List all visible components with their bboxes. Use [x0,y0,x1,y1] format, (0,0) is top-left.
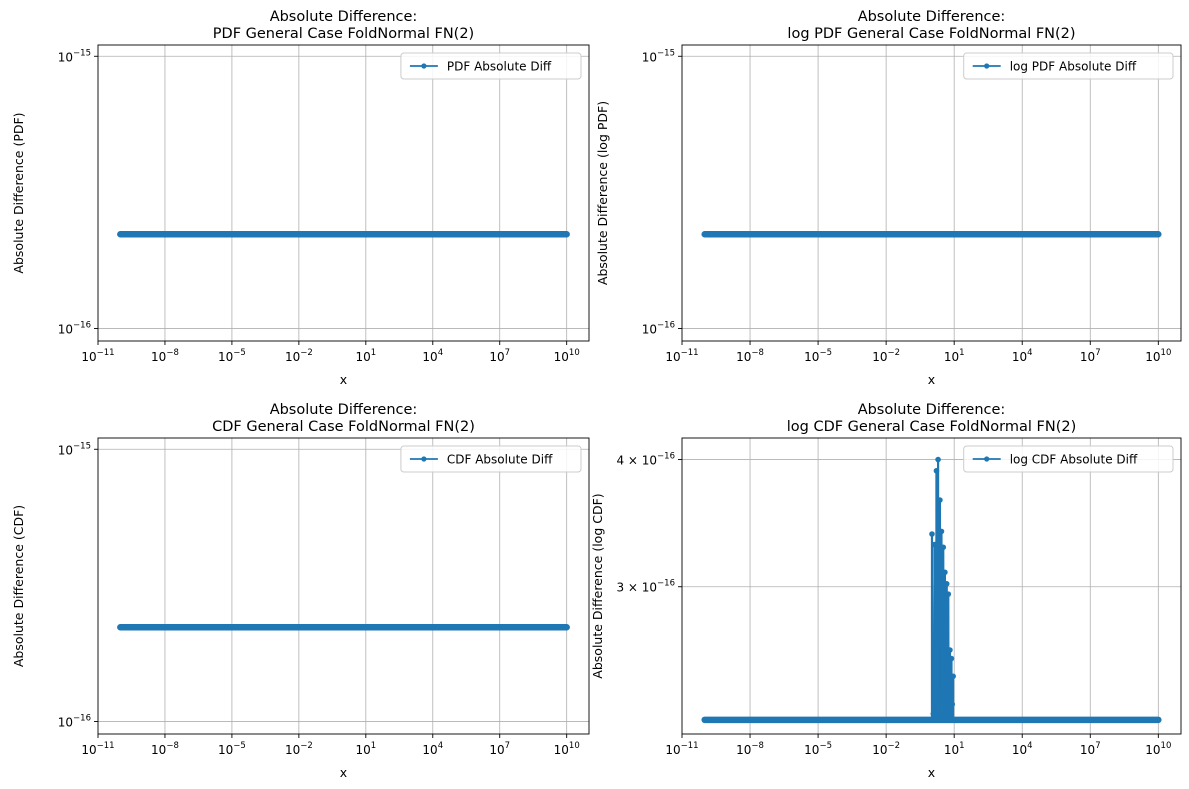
x-tick-label: 101 [944,348,965,364]
x-tick-label: 104 [422,741,443,757]
plot-frame [97,437,590,735]
x-tick-label: 10−11 [665,348,698,364]
chart-title-line2: log CDF General Case FoldNormal FN(2) [787,419,1077,435]
legend-label: log PDF Absolute Diff [1010,60,1137,74]
x-tick-label: 101 [355,348,376,364]
y-axis-label: Absolute Difference (log CDF) [590,493,605,678]
chart-panel-3: 10−11 10−8 10−5 10−2 101 104 107 1010 10−15 10−16… [11,402,590,780]
x-tick-label: 10−2 [872,741,900,757]
y-tick-label: 10−16 [642,321,675,337]
legend-marker-swatch [984,63,990,69]
x-axis-label: x [340,372,347,387]
plot-frame [681,437,1182,735]
y-axis-label: Absolute Difference (CDF) [11,505,26,667]
y-tick-label: 4 × 10−16 [616,452,675,468]
legend: CDF Absolute Diff [400,445,582,473]
x-tick-label: 10−8 [151,741,179,757]
legend-label: CDF Absolute Diff [447,453,553,467]
x-tick-label: 101 [944,741,965,757]
chart-panel-4: 10−11 10−8 10−5 10−2 101 104 107 1010 4 × 10−16 3… [590,402,1182,780]
x-tick-label: 104 [1012,348,1033,364]
chart-title-line1: Absolute Difference: [270,9,418,25]
x-axis-label: x [928,372,935,387]
spike-connector [951,676,954,705]
legend: PDF Absolute Diff [400,52,582,80]
x-tick-label: 104 [422,348,443,364]
chart-title-line2: PDF General Case FoldNormal FN(2) [213,26,474,42]
x-tick-label: 10−8 [736,741,764,757]
legend-box [963,52,1174,80]
legend-box [400,52,582,80]
x-tick-label: 10−2 [285,741,313,757]
y-axis-label: Absolute Difference (log PDF) [595,101,610,285]
x-tick-label: 1010 [554,348,580,364]
x-tick-label: 10−5 [218,348,246,364]
x-tick-label: 10−8 [736,348,764,364]
x-tick-label: 10−11 [665,741,698,757]
y-tick-label: 10−16 [58,321,91,337]
legend-box [963,445,1174,473]
x-axis-label: x [928,765,935,780]
x-tick-label: 107 [489,348,510,364]
y-tick-label: 10−16 [58,714,91,730]
y-tick-label: 10−15 [58,48,91,64]
legend: log PDF Absolute Diff [963,52,1174,80]
x-tick-label: 107 [1080,348,1101,364]
x-tick-label: 1010 [1145,741,1171,757]
legend-marker-swatch [421,63,427,69]
x-tick-label: 10−5 [804,741,832,757]
x-tick-label: 10−5 [218,741,246,757]
x-tick-label: 101 [355,741,376,757]
x-tick-label: 1010 [554,741,580,757]
x-tick-label: 10−5 [804,348,832,364]
legend-box [400,445,582,473]
x-tick-label: 10−11 [81,348,114,364]
x-tick-label: 107 [489,741,510,757]
legend-marker-swatch [984,456,990,462]
legend-label: PDF Absolute Diff [447,60,552,74]
x-tick-label: 107 [1080,741,1101,757]
chart-title-line1: Absolute Difference: [858,402,1006,418]
y-tick-label: 3 × 10−16 [616,579,675,595]
y-tick-label: 10−15 [642,48,675,64]
y-axis-label: Absolute Difference (PDF) [11,112,26,273]
legend-marker-swatch [421,456,427,462]
x-tick-label: 10−8 [151,348,179,364]
legend: log CDF Absolute Diff [963,445,1174,473]
x-tick-label: 10−2 [872,348,900,364]
y-tick-label: 10−15 [58,441,91,457]
chart-panel-2: 10−11 10−8 10−5 10−2 101 104 107 1010 10−15 10−16… [595,9,1182,387]
chart-title-line2: CDF General Case FoldNormal FN(2) [212,419,475,435]
series-line [701,456,1162,724]
x-tick-label: 104 [1012,741,1033,757]
chart-title-line1: Absolute Difference: [858,9,1006,25]
legend-label: log CDF Absolute Diff [1010,453,1138,467]
x-tick-label: 10−11 [81,741,114,757]
plot-frame [97,44,590,342]
chart-title-line2: log PDF General Case FoldNormal FN(2) [787,26,1075,42]
x-tick-label: 10−2 [285,348,313,364]
x-axis-label: x [340,765,347,780]
chart-title-line1: Absolute Difference: [270,402,418,418]
x-tick-label: 1010 [1145,348,1171,364]
plot-frame [681,44,1182,342]
chart-panel-1: 10−11 10−8 10−5 10−2 101 104 107 1010 10−15 10−16… [11,9,590,387]
